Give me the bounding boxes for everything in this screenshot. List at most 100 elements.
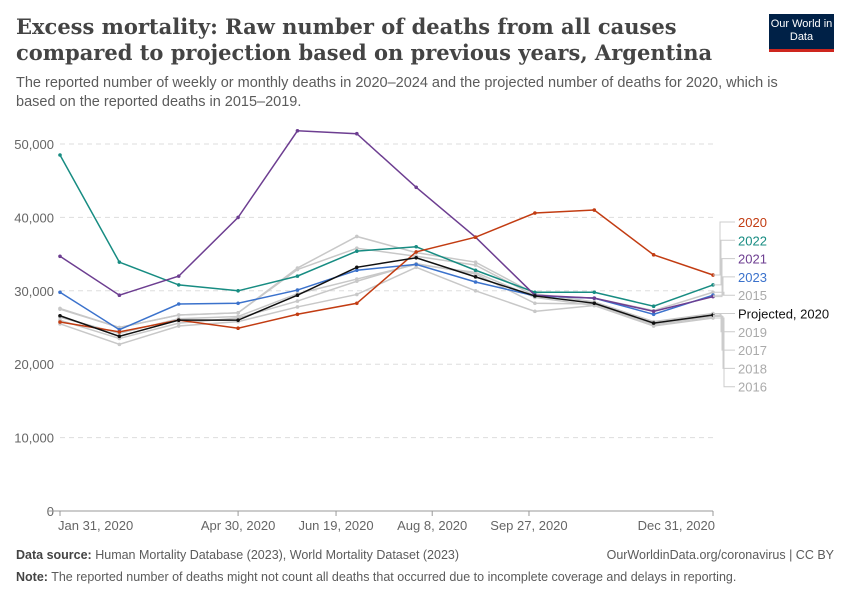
data-point bbox=[414, 262, 418, 267]
y-tick-label: 20,000 bbox=[14, 357, 54, 372]
y-tick-label: 40,000 bbox=[14, 210, 54, 225]
data-point bbox=[236, 318, 240, 322]
data-point bbox=[58, 313, 62, 318]
data-point bbox=[651, 253, 656, 257]
data-point bbox=[473, 280, 478, 284]
data-point bbox=[176, 321, 181, 325]
legend-connector bbox=[713, 315, 735, 369]
data-point bbox=[355, 131, 359, 136]
legend-label: 2018 bbox=[738, 361, 767, 376]
data-point bbox=[414, 265, 418, 270]
data-point bbox=[533, 211, 537, 215]
y-tick-label: 50,000 bbox=[14, 137, 54, 152]
data-point bbox=[295, 299, 300, 303]
series-line-2017 bbox=[59, 263, 714, 335]
legend-connector bbox=[713, 313, 735, 316]
series-line-2019 bbox=[59, 235, 714, 329]
data-point bbox=[355, 292, 359, 297]
data-point bbox=[295, 305, 300, 309]
data-point bbox=[355, 268, 359, 273]
data-point bbox=[176, 324, 181, 328]
data-point bbox=[117, 260, 122, 264]
data-point bbox=[58, 307, 62, 311]
data-point bbox=[295, 288, 300, 292]
data-point bbox=[355, 246, 359, 251]
legend-label: 2017 bbox=[738, 343, 767, 358]
source-label: Data source: bbox=[16, 548, 92, 562]
data-point bbox=[414, 255, 418, 260]
legend-connector bbox=[713, 221, 735, 276]
legend-label: 2019 bbox=[738, 325, 767, 340]
legend-label: 2021 bbox=[738, 252, 767, 267]
owid-logo[interactable]: Our World in Data bbox=[769, 14, 834, 52]
data-point bbox=[592, 208, 597, 212]
data-point bbox=[355, 249, 359, 253]
data-point bbox=[117, 342, 122, 347]
data-point bbox=[355, 234, 359, 239]
data-point bbox=[533, 294, 537, 298]
data-point bbox=[414, 250, 418, 254]
data-point bbox=[58, 320, 62, 324]
data-point bbox=[236, 326, 240, 331]
data-point bbox=[117, 334, 122, 339]
data-source: Data source: Human Mortality Database (2… bbox=[16, 548, 459, 562]
data-point bbox=[592, 301, 597, 306]
data-point bbox=[176, 313, 181, 317]
data-point bbox=[295, 128, 300, 133]
data-point bbox=[651, 304, 656, 309]
data-point bbox=[533, 309, 537, 314]
legend-connector bbox=[713, 317, 735, 388]
license-link[interactable]: OurWorldinData.org/coronavirus | CC BY bbox=[606, 548, 834, 562]
data-point bbox=[58, 290, 62, 295]
data-point bbox=[651, 309, 656, 314]
series-line-projected-2020 bbox=[59, 257, 714, 338]
series-line-2016 bbox=[59, 266, 714, 346]
data-point bbox=[295, 274, 300, 278]
x-tick-label: Sep 27, 2020 bbox=[490, 518, 567, 533]
note-label: Note: bbox=[16, 570, 48, 584]
x-tick-label: Apr 30, 2020 bbox=[201, 518, 275, 533]
x-tick-label: Aug 8, 2020 bbox=[397, 518, 467, 533]
legend-connector bbox=[713, 239, 735, 286]
data-point bbox=[355, 277, 359, 281]
data-point bbox=[58, 153, 62, 157]
data-point bbox=[414, 244, 418, 249]
chart-title: Excess mortality: Raw number of deaths f… bbox=[16, 14, 713, 65]
legend-label: 2023 bbox=[738, 270, 767, 285]
data-point bbox=[473, 268, 478, 273]
legend-label: Projected, 2020 bbox=[738, 307, 829, 322]
data-point bbox=[176, 318, 181, 322]
series-line-2015 bbox=[59, 247, 714, 329]
data-point bbox=[473, 263, 478, 267]
x-tick-label: Dec 31, 2020 bbox=[638, 518, 715, 533]
source-text[interactable]: Human Mortality Database (2023), World M… bbox=[95, 548, 460, 562]
series-line-2018 bbox=[59, 262, 714, 340]
legend-connector bbox=[713, 313, 735, 333]
data-point bbox=[295, 312, 300, 317]
data-point bbox=[651, 312, 656, 317]
legend-connector bbox=[713, 315, 735, 351]
data-point bbox=[533, 290, 537, 295]
data-point bbox=[355, 265, 359, 270]
data-point bbox=[176, 302, 181, 306]
data-point bbox=[236, 301, 240, 306]
series-line-2022 bbox=[59, 154, 714, 307]
legend-label: 2020 bbox=[738, 215, 767, 230]
data-point bbox=[592, 290, 597, 295]
x-tick-label: Jun 19, 2020 bbox=[298, 518, 373, 533]
chart-subtitle: The reported number of weekly or monthly… bbox=[16, 75, 778, 110]
data-point bbox=[473, 289, 478, 293]
series-line-2021 bbox=[59, 130, 714, 313]
legend-label: 2022 bbox=[738, 233, 767, 248]
legend-connector bbox=[713, 258, 735, 298]
data-point bbox=[295, 267, 300, 272]
data-point bbox=[355, 301, 359, 306]
legend-connector bbox=[713, 291, 735, 296]
data-point bbox=[58, 254, 62, 259]
note: Note: The reported number of deaths migh… bbox=[16, 570, 736, 584]
legend-label: 2015 bbox=[738, 288, 767, 303]
data-point bbox=[176, 283, 181, 287]
data-point bbox=[176, 274, 181, 278]
data-point bbox=[473, 235, 478, 240]
